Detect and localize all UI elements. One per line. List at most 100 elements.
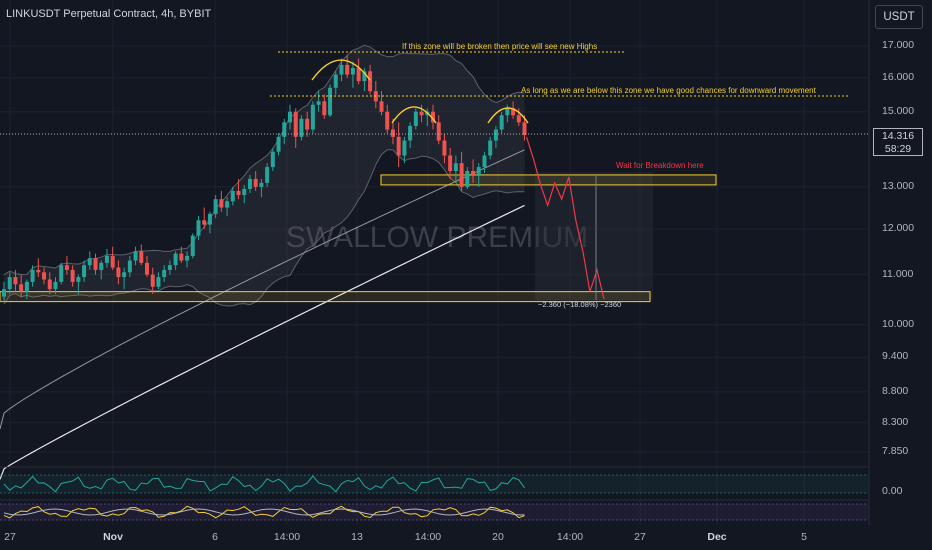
pattern-arc [311, 59, 371, 81]
ma-grey [0, 149, 525, 430]
candle-body [173, 253, 178, 266]
candle-body [431, 111, 435, 123]
candle-body [288, 111, 292, 123]
osc2-line [3, 505, 525, 519]
price-tick-label: 15.000 [882, 104, 915, 117]
candle-countdown: 58:29 [884, 143, 912, 155]
band-lower [3, 149, 525, 307]
candle-body [167, 265, 172, 270]
candle-body [499, 115, 504, 130]
candle-body [2, 289, 6, 297]
candle-body [419, 111, 424, 116]
candle-body [522, 122, 527, 136]
time-tick-label: 13 [351, 531, 363, 543]
candle-body [53, 281, 58, 290]
candle-body [442, 140, 447, 156]
band-fill [4, 45, 525, 306]
candle-body [64, 265, 69, 270]
candle-body [127, 260, 132, 273]
candle-body [493, 129, 498, 141]
osc1-line [3, 475, 525, 493]
candle-body [453, 163, 458, 171]
candle-body [379, 101, 384, 112]
candle-body [299, 118, 304, 137]
time-tick-label: 27 [4, 531, 16, 543]
candle-body [396, 136, 401, 156]
candle-body [259, 182, 264, 187]
candle-body [87, 258, 92, 266]
pattern-arc [391, 106, 437, 124]
dotted-levels [0, 51, 868, 135]
candle-body [19, 284, 24, 292]
candle-body [322, 101, 327, 116]
candle-body [150, 274, 155, 287]
candle-body [225, 201, 230, 208]
candle-body [310, 104, 315, 130]
current-price-tag: 14.316 58:29 [873, 128, 923, 156]
candle-body [13, 277, 18, 285]
time-tick-label: 6 [212, 531, 218, 543]
candle-body [116, 267, 121, 278]
candle-body [316, 101, 321, 105]
candle-body [76, 277, 81, 282]
candle-body [110, 255, 115, 268]
candle-body [368, 71, 373, 92]
candle-body [339, 64, 344, 75]
candle-body [293, 111, 298, 137]
candle-body [47, 279, 52, 290]
annotation-breakdown: Wait for Breakdown here [616, 161, 704, 170]
candle-body [511, 108, 516, 116]
currency-button[interactable]: USDT [875, 5, 923, 29]
time-tick-label: 5 [801, 531, 807, 543]
candle-body [482, 155, 487, 168]
candle-body [471, 170, 476, 175]
candle-body [390, 129, 395, 137]
time-tick-label: 14:00 [414, 531, 442, 543]
candle-body [282, 122, 287, 137]
candle-body [36, 269, 41, 273]
candle-body [196, 220, 201, 236]
candle-body [333, 74, 338, 88]
candle-body [408, 125, 413, 141]
candle-body [156, 277, 161, 287]
price-tick-label: 16.000 [882, 70, 915, 83]
current-price: 14.316 [881, 130, 915, 142]
candle-body [230, 190, 235, 202]
candle-body [179, 253, 184, 261]
support-zones[interactable] [0, 174, 717, 303]
pattern-arc [487, 107, 529, 124]
time-tick-label: Nov [103, 531, 123, 543]
measure-label: −2.360 (−18.08%) −2360 [538, 300, 622, 309]
candle-body [448, 155, 453, 171]
price-tick-label: 9.400 [882, 350, 909, 363]
time-tick-label: 27 [634, 531, 646, 543]
candle-body [82, 265, 87, 278]
candle-body [99, 262, 104, 270]
head-and-shoulders-arcs [311, 59, 529, 124]
osc2-signal [3, 508, 525, 516]
candle-body [505, 108, 510, 116]
candle-body [219, 199, 224, 208]
price-tick-label: 8.800 [882, 384, 909, 397]
zone-box[interactable] [0, 291, 651, 303]
candle-body [270, 151, 275, 168]
candle-body [24, 281, 29, 292]
price-tick-label: 13.000 [882, 179, 915, 192]
price-tick-label: 10.000 [882, 317, 915, 330]
candle-body [476, 167, 481, 175]
candle-body [213, 199, 218, 214]
candle-body [356, 68, 361, 82]
candle-body [516, 115, 521, 123]
zone-box[interactable] [380, 174, 717, 186]
candle-body [385, 111, 390, 130]
candle-body [207, 213, 212, 225]
oscillator-zero-label: 0.00 [882, 485, 903, 497]
candle-body [345, 64, 350, 75]
candle-body [253, 178, 258, 187]
candle-body [93, 258, 98, 270]
candle-body [236, 190, 241, 196]
candle-body [465, 170, 470, 187]
osc1-band [0, 475, 868, 493]
candle-body [30, 269, 35, 282]
